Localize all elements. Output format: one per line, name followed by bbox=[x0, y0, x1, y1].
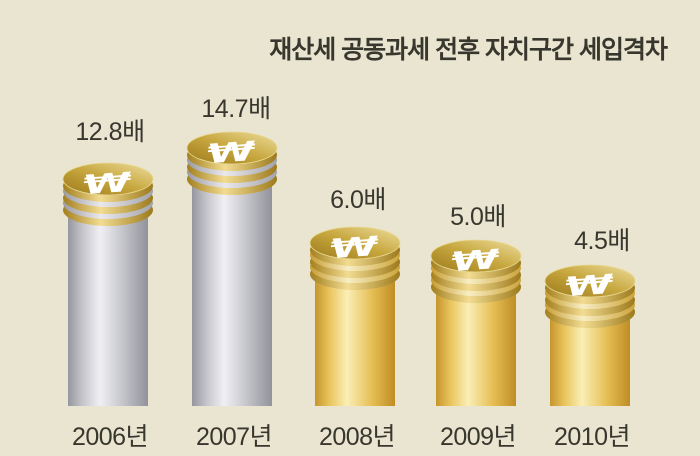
won-symbol-icon: ₩ bbox=[449, 243, 501, 278]
bar-value-label: 14.7배 bbox=[201, 95, 271, 123]
column-shaft bbox=[68, 207, 148, 406]
column-shaft bbox=[192, 176, 272, 406]
won-symbol-icon: ₩ bbox=[328, 230, 380, 265]
chart-title: 재산세 공동과세 전후 자치구간 세입격차 bbox=[269, 36, 668, 64]
bar-category-label: 2008년 bbox=[318, 423, 396, 451]
coin-face bbox=[186, 131, 278, 165]
coin-face bbox=[430, 239, 522, 273]
bar-category-label: 2009년 bbox=[439, 423, 517, 451]
won-symbol-icon: ₩ bbox=[563, 268, 615, 303]
coin-column-graphic: ₩ bbox=[186, 131, 278, 406]
coin-column-graphic: ₩ bbox=[430, 239, 522, 406]
bar-category-label: 2010년 bbox=[553, 423, 631, 451]
won-symbol-icon: ₩ bbox=[81, 166, 133, 201]
column-shaft bbox=[436, 284, 516, 406]
column-shaft bbox=[315, 271, 395, 406]
bar-value-label: 4.5배 bbox=[574, 227, 630, 255]
coin-column-graphic: ₩ bbox=[62, 162, 154, 406]
bar-value-label: 6.0배 bbox=[330, 186, 386, 214]
bar-value-label: 5.0배 bbox=[450, 203, 506, 231]
coin-column-graphic: ₩ bbox=[309, 226, 401, 406]
coin-face bbox=[544, 264, 636, 298]
bar-category-label: 2007년 bbox=[195, 423, 273, 451]
bar-value-label: 12.8배 bbox=[75, 118, 145, 146]
coin-face bbox=[309, 226, 401, 260]
coin-column-graphic: ₩ bbox=[544, 264, 636, 406]
bar-category-label: 2006년 bbox=[71, 423, 149, 451]
won-symbol-icon: ₩ bbox=[205, 135, 257, 170]
coin-face bbox=[62, 162, 154, 196]
